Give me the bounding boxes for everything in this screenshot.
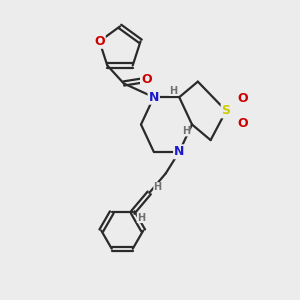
Text: S: S xyxy=(222,104,231,117)
Text: H: H xyxy=(169,85,177,96)
Text: H: H xyxy=(182,126,190,136)
Text: O: O xyxy=(141,74,152,86)
Text: H: H xyxy=(154,182,162,193)
Text: N: N xyxy=(148,91,159,104)
Text: O: O xyxy=(94,35,105,48)
Text: N: N xyxy=(174,145,184,158)
Text: H: H xyxy=(137,213,145,223)
Text: O: O xyxy=(237,92,248,105)
Text: O: O xyxy=(237,117,248,130)
